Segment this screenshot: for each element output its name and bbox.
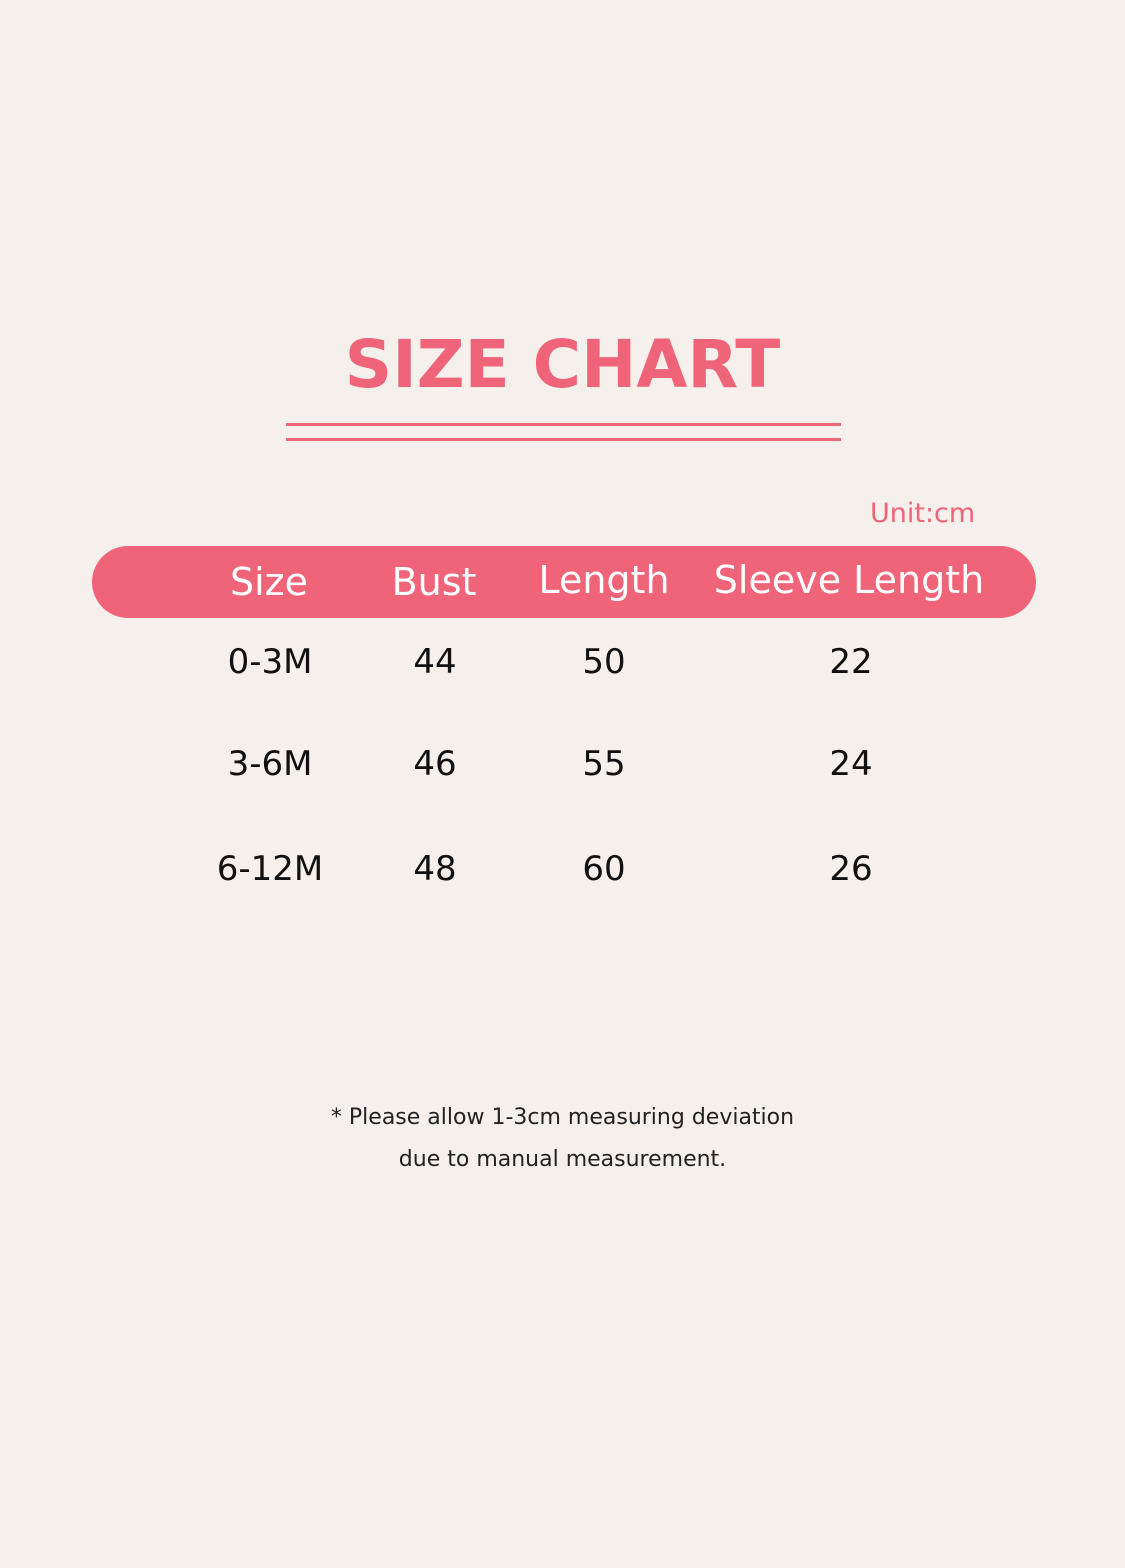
divider — [286, 438, 841, 441]
sleeve-cell: 26 — [829, 849, 873, 889]
sleeve-cell: 22 — [829, 642, 873, 682]
note-line: due to manual measurement. — [398, 1147, 727, 1172]
page-title: SIZE CHART — [344, 326, 781, 403]
size-cell: 3-6M — [227, 744, 313, 784]
length-cell: 50 — [582, 642, 626, 682]
divider — [286, 423, 841, 426]
measurement-note: * Please allow 1-3cm measuring deviation… — [0, 1097, 1125, 1181]
length-cell: 60 — [582, 849, 626, 889]
bust-cell: 46 — [413, 744, 457, 784]
unit-label: Unit:cm — [870, 498, 976, 529]
column-header: Size — [229, 560, 309, 604]
note-line: * Please allow 1-3cm measuring deviation — [330, 1105, 795, 1130]
column-header: Bust — [391, 560, 477, 604]
sleeve-cell: 24 — [829, 744, 873, 784]
bust-cell: 48 — [413, 849, 457, 889]
column-header: Length — [538, 558, 670, 602]
column-header: Sleeve Length — [713, 558, 985, 602]
size-cell: 0-3M — [227, 642, 313, 682]
length-cell: 55 — [582, 744, 626, 784]
table-header: Size Bust Length Sleeve Length — [92, 546, 1036, 618]
size-cell: 6-12M — [216, 849, 324, 889]
bust-cell: 44 — [413, 642, 457, 682]
